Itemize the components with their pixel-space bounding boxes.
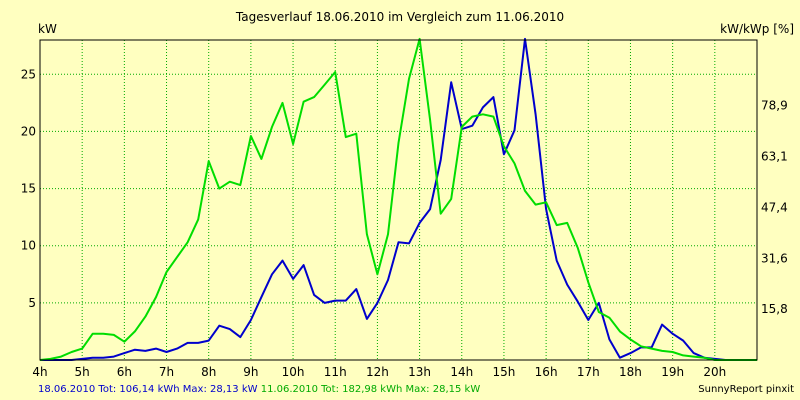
legend-series-green: 11.06.2010 Tot: 182,98 kWh Max: 28,15 kW: [260, 384, 481, 395]
x-tick-label: 19h: [661, 365, 684, 379]
x-tick-label: 7h: [159, 365, 174, 379]
credit-label: SunnyReport pinxit: [698, 384, 794, 395]
plot-frame: [39, 39, 758, 361]
x-tick-label: 13h: [408, 365, 431, 379]
legend-series-blue: 18.06.2010 Tot: 106,14 kWh Max: 28,13 kW: [38, 384, 258, 395]
x-tick-label: 15h: [493, 365, 516, 379]
x-tick-label: 9h: [243, 365, 258, 379]
tick-labels: 4h 5h 6h 7h 8h 9h 10h 11h 12h 13h 14h 15h 16h 17h 18h 1…: [21, 67, 788, 379]
chart-title: Tagesverlauf 18.06.2010 im Vergleich zum…: [235, 10, 565, 24]
y-tick-label-left: 10: [21, 239, 36, 253]
x-tick-label: 14h: [450, 365, 473, 379]
x-tick-label: 17h: [577, 365, 600, 379]
x-tick-label: 4h: [32, 365, 47, 379]
y-tick-label-right: 31,6: [761, 251, 788, 265]
legend: 18.06.2010 Tot: 106,14 kWh Max: 28,13 kW…: [38, 384, 480, 395]
y-tick-label-left: 15: [21, 182, 36, 196]
y-tick-label-right: 47,4: [761, 200, 788, 214]
grid: [40, 40, 757, 360]
x-tick-label: 5h: [75, 365, 90, 379]
y-tick-label-right: 78,9: [761, 99, 788, 113]
y-axis-label-right: kW/kWp [%]: [720, 22, 794, 36]
x-tick-label: 20h: [703, 365, 726, 379]
y-tick-label-left: 5: [28, 296, 36, 310]
series-line-green: [39, 37, 757, 361]
x-tick-label: 16h: [535, 365, 558, 379]
x-tick-label: 18h: [619, 365, 642, 379]
y-tick-label-left: 20: [21, 124, 36, 138]
y-axis-label-left: kW: [38, 22, 57, 36]
y-tick-label-left: 25: [21, 67, 36, 81]
x-tick-label: 12h: [366, 365, 389, 379]
y-tick-label-right: 63,1: [761, 150, 788, 164]
series-line-blue: [40, 37, 757, 361]
x-tick-label: 11h: [324, 365, 347, 379]
x-tick-label: 6h: [117, 365, 132, 379]
series-layer: [39, 37, 757, 361]
y-tick-label-right: 15,8: [761, 302, 788, 316]
x-tick-label: 10h: [282, 365, 305, 379]
x-tick-label: 8h: [201, 365, 216, 379]
plot-border: [39, 39, 758, 361]
